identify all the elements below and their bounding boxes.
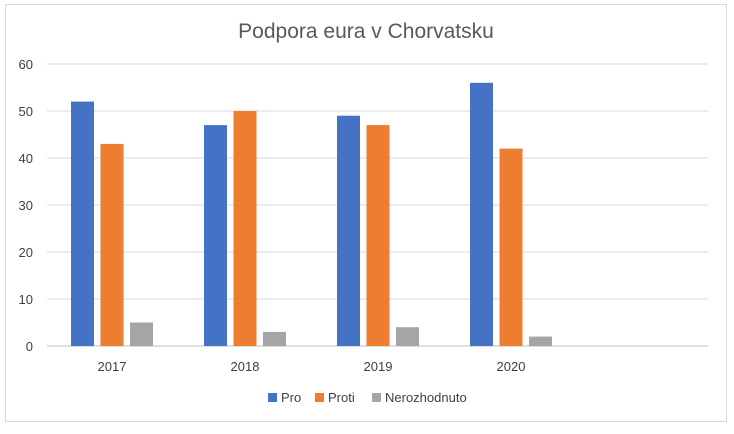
chart-title: Podpora eura v Chorvatsku (238, 20, 494, 43)
y-tick-label: 0 (26, 339, 33, 354)
y-axis: 0 10 20 30 40 50 60 (19, 57, 33, 354)
legend-swatch-nerozhodnuto (372, 393, 381, 402)
bar-pro-2020 (470, 82, 493, 347)
legend-swatch-pro (268, 393, 277, 402)
legend-swatch-proti (315, 393, 324, 402)
legend-label-proti: Proti (328, 390, 355, 405)
bars (71, 82, 552, 347)
bar-nerozhodnuto-2018 (263, 331, 286, 346)
x-tick-label: 2020 (497, 359, 526, 374)
legend: Pro Proti Nerozhodnuto (268, 390, 467, 405)
bar-proti-2019 (366, 125, 390, 346)
bar-pro-2019 (337, 115, 360, 346)
legend-label-nerozhodnuto: Nerozhodnuto (385, 390, 467, 405)
y-tick-label: 50 (19, 104, 33, 119)
y-tick-label: 30 (19, 198, 33, 213)
legend-label-pro: Pro (281, 390, 301, 405)
bar-nerozhodnuto-2020 (529, 336, 552, 346)
y-tick-label: 60 (19, 57, 33, 72)
y-tick-label: 40 (19, 151, 33, 166)
x-axis: 2017 2018 2019 2020 (98, 359, 526, 374)
bar-pro-2017 (71, 101, 94, 346)
x-tick-label: 2017 (98, 359, 127, 374)
y-tick-label: 10 (19, 292, 33, 307)
bar-proti-2018 (233, 111, 257, 346)
x-tick-label: 2018 (231, 359, 260, 374)
bar-proti-2020 (499, 148, 523, 346)
x-tick-label: 2019 (364, 359, 393, 374)
y-tick-label: 20 (19, 245, 33, 260)
bar-pro-2018 (204, 125, 227, 346)
bar-nerozhodnuto-2019 (396, 327, 419, 346)
chart-area (5, 4, 727, 422)
bar-nerozhodnuto-2017 (130, 322, 153, 346)
bar-proti-2017 (100, 143, 124, 346)
